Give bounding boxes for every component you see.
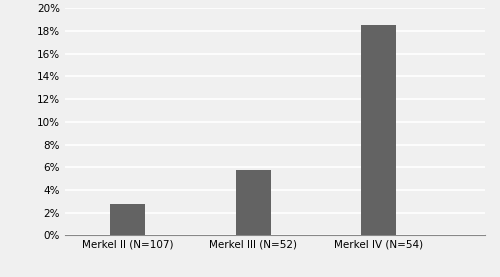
Bar bbox=[110, 204, 145, 235]
Bar bbox=[236, 170, 270, 235]
Bar bbox=[361, 25, 396, 235]
